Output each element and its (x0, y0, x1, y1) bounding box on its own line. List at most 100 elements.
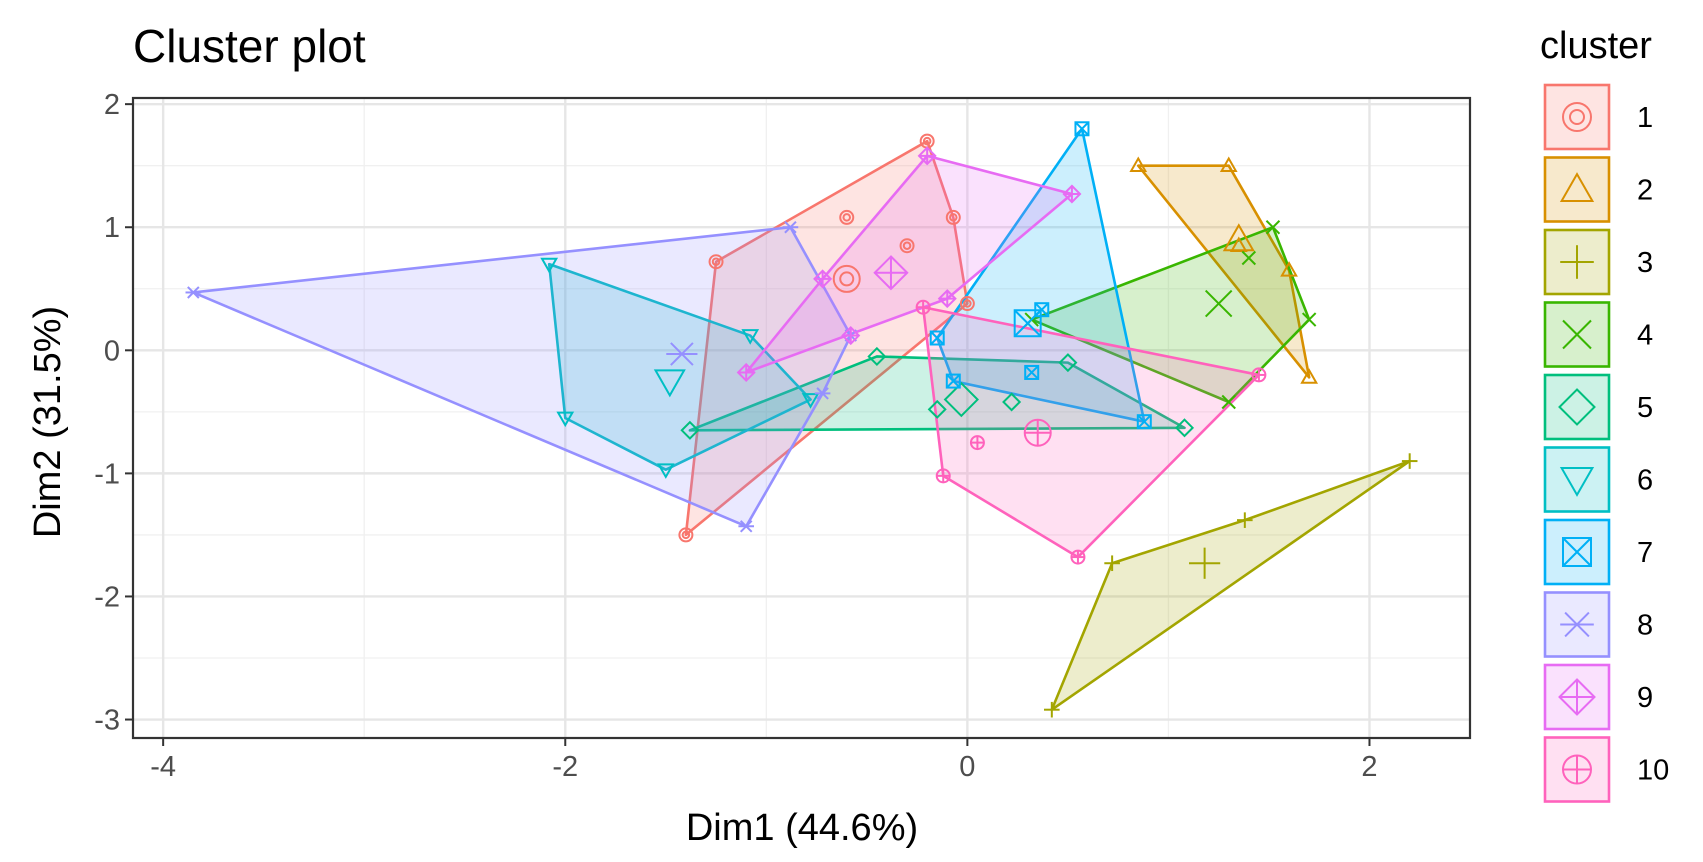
y-tick-label: -2 (94, 581, 120, 613)
point-cluster-9 (841, 325, 861, 346)
legend-symbol (1559, 172, 1595, 203)
plot-background (133, 98, 1470, 738)
legend-key (1543, 373, 1611, 441)
point-cluster-2 (1129, 156, 1148, 173)
centroid-cluster-7 (1013, 309, 1042, 338)
legend-symbol (1560, 611, 1594, 638)
point-cluster-8 (814, 387, 831, 400)
point-cluster-5 (927, 399, 947, 419)
point-cluster-8 (738, 520, 755, 533)
point-cluster-10 (915, 299, 931, 315)
centroid-cluster-4 (1204, 289, 1233, 318)
point-cluster-5 (1002, 392, 1022, 412)
point-cluster-3 (1401, 453, 1418, 469)
point-cluster-5 (1058, 353, 1078, 373)
point-cluster-5 (867, 346, 887, 367)
point-cluster-6 (656, 463, 675, 479)
centroid-cluster-2 (1222, 223, 1255, 252)
x-tick-label: -4 (150, 751, 176, 783)
point-cluster-7 (929, 330, 945, 346)
legend-item-4: 4 (1543, 301, 1653, 368)
legend-label: 1 (1637, 102, 1653, 134)
y-tick-label: 2 (104, 89, 120, 121)
y-axis-title: Dim2 (31.5%) (27, 306, 69, 538)
legend-item-1: 1 (1543, 83, 1653, 151)
legend-item-9: 9 (1543, 663, 1653, 731)
legend-item-8: 8 (1543, 591, 1653, 658)
centroid-cluster-6 (653, 369, 686, 398)
centroid-cluster-9 (873, 255, 909, 291)
x-tick-label: -2 (552, 751, 578, 783)
point-cluster-3 (1044, 701, 1060, 718)
legend-symbol (1562, 102, 1592, 132)
centroid-cluster-8 (666, 342, 698, 366)
legend-key (1543, 156, 1611, 223)
legend-label: 7 (1637, 537, 1653, 569)
legend-key (1543, 83, 1611, 151)
cluster-hull-1 (684, 139, 969, 537)
legend-item-7: 7 (1543, 518, 1653, 586)
point-cluster-4 (1301, 312, 1317, 327)
legend-item-6: 6 (1543, 446, 1653, 513)
legend-key (1543, 446, 1611, 513)
point-cluster-7 (1024, 364, 1040, 380)
x-axis-title: Dim1 (44.6%) (686, 807, 918, 849)
legend-symbol (1562, 754, 1592, 785)
legend-symbol (1562, 319, 1592, 350)
cluster-hull-6 (547, 262, 812, 471)
legend-symbol (1562, 537, 1592, 567)
point-cluster-1 (959, 296, 975, 312)
point-cluster-1 (899, 238, 915, 254)
point-cluster-6 (540, 257, 559, 274)
centroid-cluster-5 (943, 381, 980, 418)
point-cluster-9 (813, 269, 833, 289)
cluster-points (185, 121, 1418, 718)
legend-symbol (1559, 466, 1595, 497)
point-cluster-3 (1104, 555, 1120, 572)
point-cluster-9 (937, 289, 957, 309)
point-cluster-7 (945, 373, 961, 389)
point-cluster-1 (708, 254, 724, 270)
legend-item-3: 3 (1543, 228, 1653, 296)
point-cluster-7 (1074, 121, 1090, 137)
x-tick-label: 2 (1361, 751, 1377, 783)
point-cluster-8 (782, 220, 799, 234)
legend-label: 8 (1637, 610, 1653, 642)
point-cluster-5 (1174, 418, 1195, 438)
cluster-hull-8 (192, 225, 853, 528)
legend-item-2: 2 (1543, 156, 1653, 223)
y-tick-label: -3 (94, 705, 120, 737)
point-cluster-6 (801, 393, 820, 409)
cluster-hulls (192, 127, 1411, 711)
legend-label: 6 (1637, 465, 1653, 497)
centroid-cluster-3 (1189, 547, 1221, 579)
plot-border (131, 96, 1472, 740)
legend-label: 9 (1637, 682, 1653, 714)
legend-label: 10 (1637, 755, 1669, 787)
centroid-cluster-1 (832, 264, 861, 293)
legend-symbol (1558, 388, 1596, 426)
point-cluster-1 (945, 209, 961, 225)
legend-symbol (1560, 245, 1594, 279)
point-cluster-10 (935, 468, 951, 484)
x-tick-label: 0 (959, 751, 975, 783)
point-cluster-6 (556, 411, 575, 428)
cluster-hull-5 (688, 355, 1186, 432)
point-cluster-9 (1062, 184, 1082, 204)
point-cluster-3 (1237, 512, 1253, 528)
point-cluster-4 (1241, 250, 1257, 266)
legend-label: 5 (1637, 392, 1653, 424)
point-cluster-2 (1280, 261, 1298, 277)
legend-label: 4 (1637, 320, 1653, 352)
point-cluster-1 (839, 209, 855, 225)
legend-symbol (1558, 678, 1596, 716)
point-cluster-8 (185, 286, 202, 299)
legend-item-5: 5 (1543, 373, 1653, 441)
axes: -4 -2 0 2 -3 -2 -1 0 1 2 (94, 89, 1377, 783)
point-cluster-10 (1070, 549, 1086, 565)
legend: cluster 1 2 3 4 5 6 7 8 9 10 (1540, 25, 1669, 803)
point-cluster-1 (678, 527, 694, 543)
y-tick-label: 0 (104, 335, 120, 367)
y-tick-label: 1 (104, 212, 120, 244)
